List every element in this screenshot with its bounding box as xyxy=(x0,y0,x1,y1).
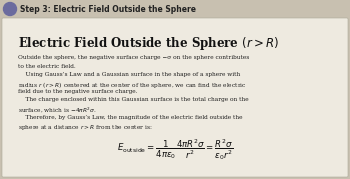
Circle shape xyxy=(4,3,16,16)
Text: radius $r$ ($r > R$) centered at the center of the sphere, we can find the elect: radius $r$ ($r > R$) centered at the cen… xyxy=(18,81,247,91)
Text: sphere at a distance $r > R$ from the center is:: sphere at a distance $r > R$ from the ce… xyxy=(18,123,153,132)
Text: The charge enclosed within this Gaussian surface is the total charge on the: The charge enclosed within this Gaussian… xyxy=(18,98,248,103)
Text: Using Gauss’s Law and a Gaussian surface in the shape of a sphere with: Using Gauss’s Law and a Gaussian surface… xyxy=(18,72,240,77)
Text: $E_{\mathrm{outside}} = \dfrac{1}{4\pi\varepsilon_0}\dfrac{4\pi R^2\sigma}{r^2} : $E_{\mathrm{outside}} = \dfrac{1}{4\pi\v… xyxy=(117,137,233,162)
Text: to the electric field.: to the electric field. xyxy=(18,64,76,69)
Text: Outside the sphere, the negative surface charge −σ on the sphere contributes: Outside the sphere, the negative surface… xyxy=(18,55,249,60)
Bar xyxy=(0,0,350,18)
Text: Step 3: Electric Field Outside the Sphere: Step 3: Electric Field Outside the Spher… xyxy=(20,4,196,13)
Text: field due to the negative surface charge.: field due to the negative surface charge… xyxy=(18,89,138,94)
FancyBboxPatch shape xyxy=(2,18,348,177)
Text: surface, which is $-4\pi R^2\sigma$.: surface, which is $-4\pi R^2\sigma$. xyxy=(18,106,97,115)
Text: Electric Field Outside the Sphere $(r > R)$: Electric Field Outside the Sphere $(r > … xyxy=(18,35,279,52)
Text: Therefore, by Gauss’s Law, the magnitude of the electric field outside the: Therefore, by Gauss’s Law, the magnitude… xyxy=(18,115,243,120)
